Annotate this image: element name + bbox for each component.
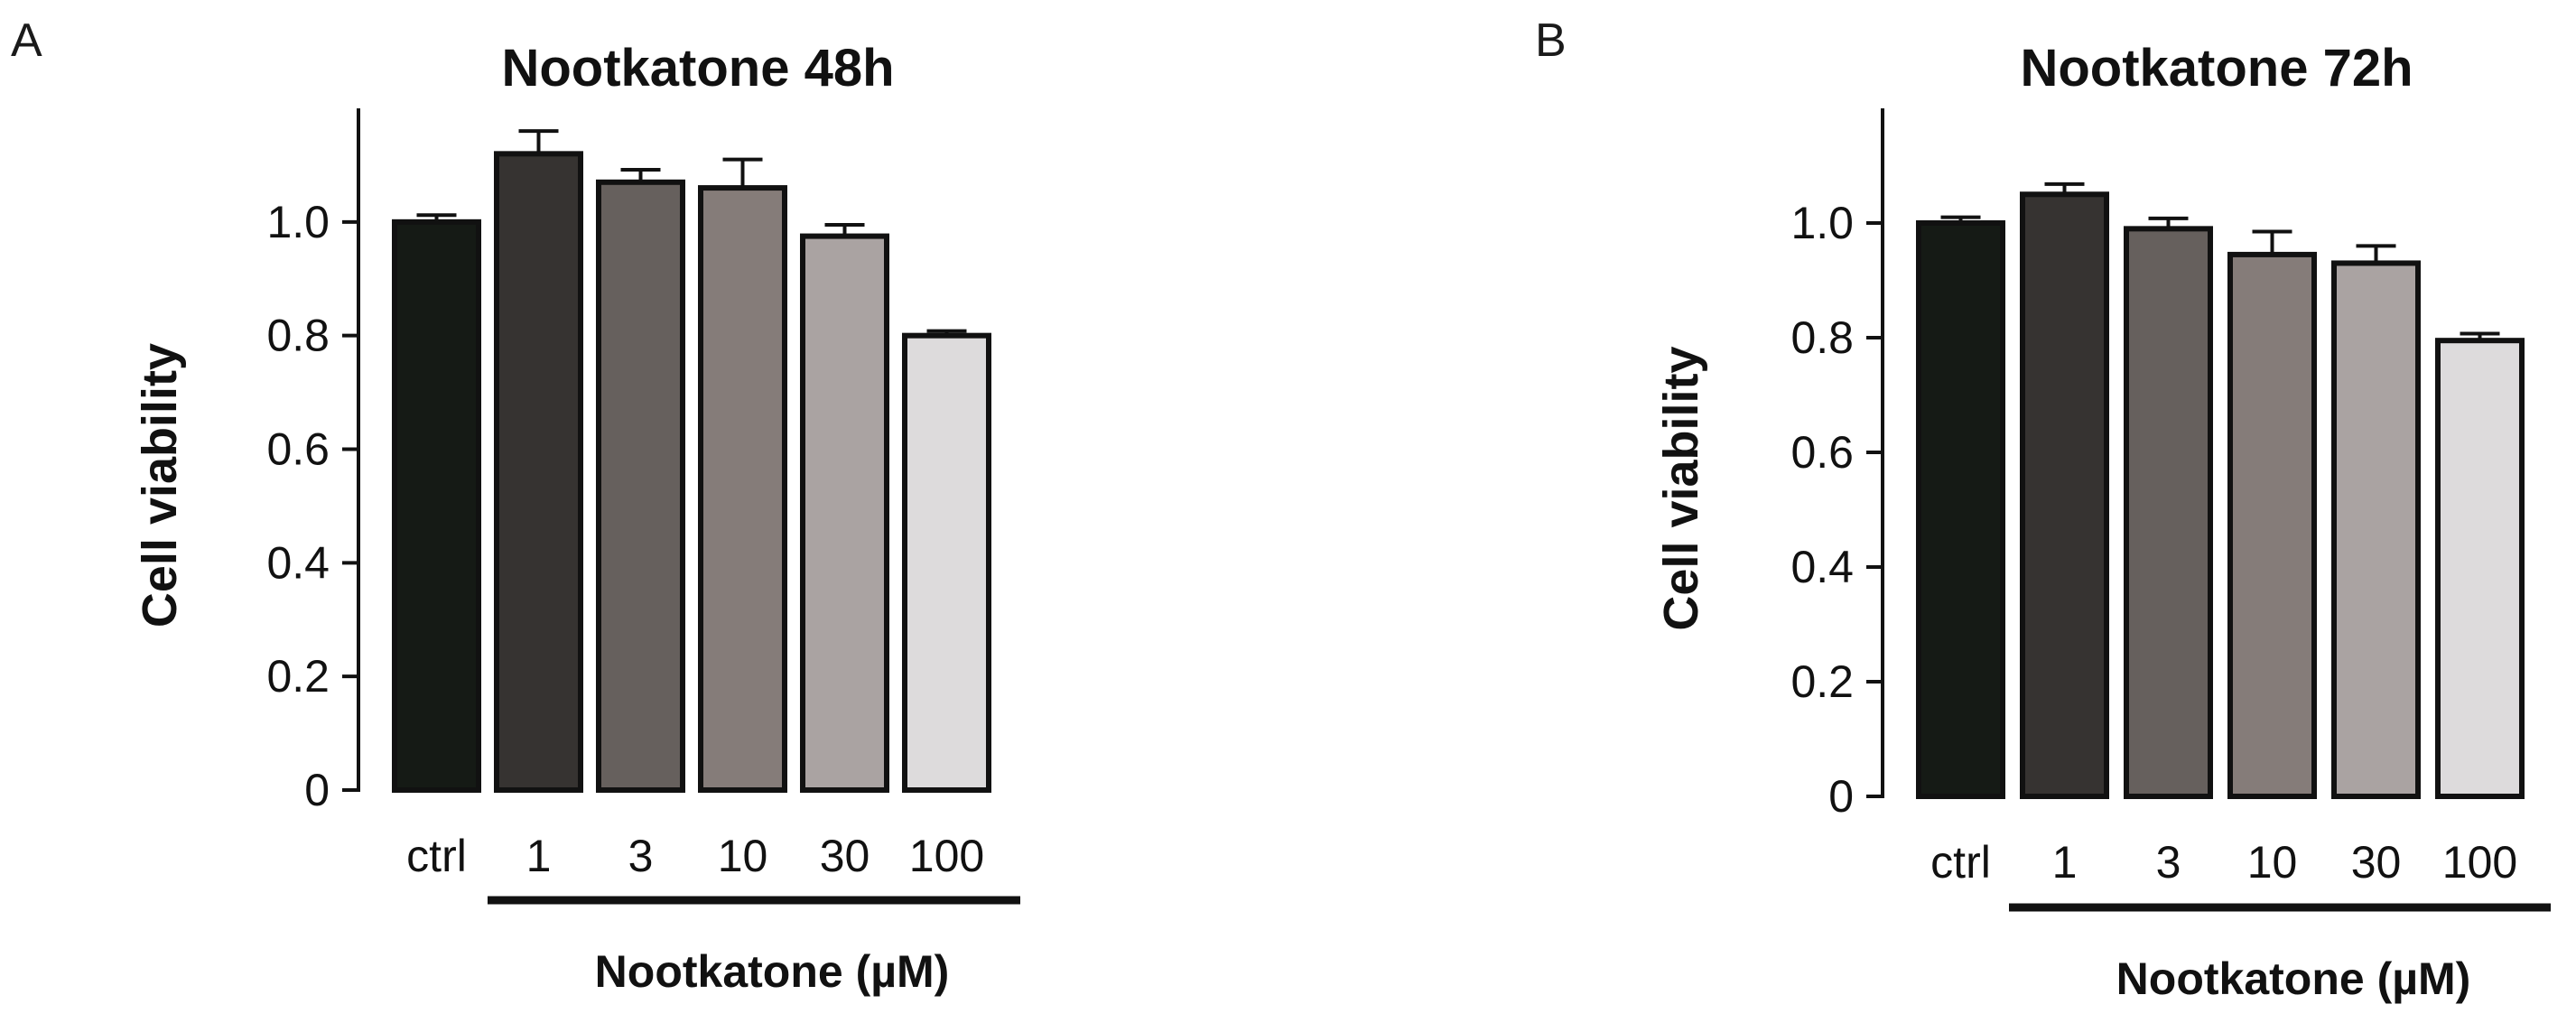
x-tick-label: 30 xyxy=(820,831,870,881)
y-tick-label: 0.8 xyxy=(266,311,330,361)
x-tick-label: 30 xyxy=(2351,837,2402,888)
y-axis-title: Cell viability xyxy=(133,343,187,628)
bar-30 xyxy=(800,233,889,793)
bar-3 xyxy=(2124,226,2213,800)
bar-100 xyxy=(2435,338,2525,799)
bar-ctrl xyxy=(392,219,481,794)
x-tick-label: ctrl xyxy=(1930,837,1991,888)
x-tick-label: 100 xyxy=(2442,837,2517,888)
bar-1 xyxy=(494,151,583,794)
y-tick-label: 0.8 xyxy=(1790,312,1854,363)
bar-ctrl xyxy=(1916,220,2005,799)
bar-10 xyxy=(2227,251,2317,799)
y-tick-label: 0.4 xyxy=(1790,542,1854,592)
x-axis-title: Nootkatone (µM) xyxy=(2116,953,2471,1004)
y-tick-label: 0.2 xyxy=(266,651,330,702)
panel-letter: A xyxy=(11,14,42,67)
x-tick-label: 1 xyxy=(2052,837,2078,888)
panel-b: B Nootkatone 72h 0 0.2 0.4 0.6 0.8 1.0 Cell viab… xyxy=(1535,14,2551,1004)
panel-letter: B xyxy=(1535,14,1567,67)
y-axis-title: Cell viability xyxy=(1654,346,1708,630)
chart-title: Nootkatone 72h xyxy=(2020,39,2413,98)
bar-1 xyxy=(2020,191,2109,799)
bar-100 xyxy=(902,332,991,793)
y-tick-label: 0 xyxy=(1828,771,1854,822)
y-tick-label: 1.0 xyxy=(1790,198,1854,248)
x-tick-label: ctrl xyxy=(406,831,467,881)
y-tick-label: 1.0 xyxy=(266,197,330,247)
bar-10 xyxy=(698,185,787,794)
x-tick-label: 3 xyxy=(2156,837,2181,888)
y-tick-label: 0.6 xyxy=(1790,427,1854,478)
y-tick-label: 0.6 xyxy=(266,424,330,475)
y-tick-label: 0.4 xyxy=(266,537,330,588)
x-tick-label: 100 xyxy=(909,831,984,881)
bar-30 xyxy=(2331,260,2421,799)
panel-a: A Nootkatone 48h 0 0.2 0.4 0.6 0.8 1.0 Cell viab… xyxy=(11,14,1020,997)
x-tick-label: 3 xyxy=(628,831,654,881)
x-tick-label: 1 xyxy=(526,831,552,881)
y-tick-label: 0 xyxy=(304,765,330,815)
x-axis-title: Nootkatone (µM) xyxy=(595,946,950,997)
chart-title: Nootkatone 48h xyxy=(501,39,894,98)
x-tick-label: 10 xyxy=(2247,837,2298,888)
x-tick-label: 10 xyxy=(718,831,768,881)
bar-3 xyxy=(596,179,685,793)
y-tick-label: 0.2 xyxy=(1790,656,1854,707)
